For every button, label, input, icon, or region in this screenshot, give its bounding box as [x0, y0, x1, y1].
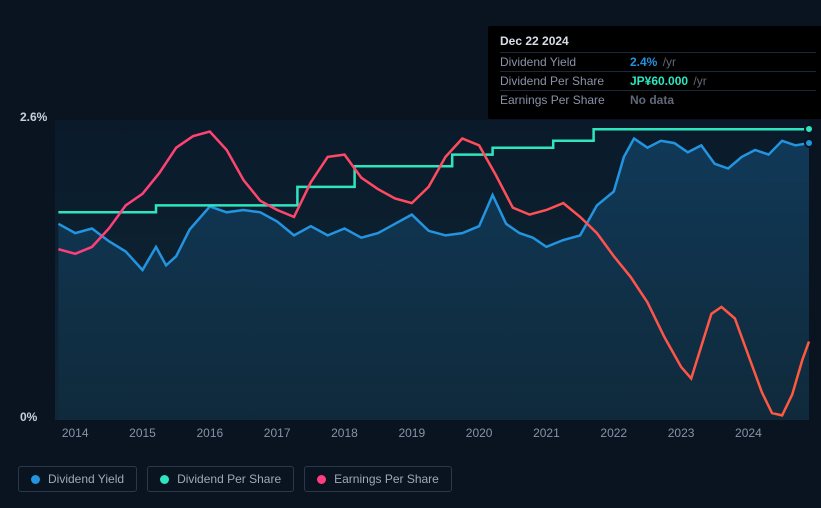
- y-tick-label: 2.6%: [20, 110, 47, 124]
- tooltip-row: Earnings Per ShareNo data: [500, 90, 816, 109]
- dividend-yield-area: [58, 139, 809, 421]
- chart-legend: Dividend Yield Dividend Per Share Earnings…: [18, 466, 452, 492]
- x-tick-label: 2014: [62, 426, 89, 440]
- x-tick-label: 2023: [668, 426, 695, 440]
- chart-container: 2.6% 0% 2014 2015 2016 2017 2018 2019 2020 2021 2…: [20, 10, 809, 440]
- chart-svg: [55, 120, 809, 420]
- tooltip-label: Dividend Yield: [500, 55, 630, 69]
- legend-item-dividend-yield[interactable]: Dividend Yield: [18, 466, 137, 492]
- tooltip-value: 2.4% /yr: [630, 55, 676, 69]
- legend-item-earnings-per-share[interactable]: Earnings Per Share: [304, 466, 452, 492]
- x-tick-label: 2021: [533, 426, 560, 440]
- x-tick-label: 2024: [735, 426, 762, 440]
- dividend-per-share-end-dot: [804, 124, 814, 134]
- legend-dot-icon: [160, 475, 169, 484]
- x-tick-label: 2015: [129, 426, 156, 440]
- x-tick-label: 2017: [264, 426, 291, 440]
- legend-label: Dividend Per Share: [177, 472, 281, 486]
- x-tick-label: 2019: [398, 426, 425, 440]
- dividend-yield-end-dot: [804, 138, 814, 148]
- tooltip-value: JP¥60.000 /yr: [630, 74, 707, 88]
- tooltip-value: No data: [630, 93, 674, 107]
- chart-tooltip: Dec 22 2024 Dividend Yield2.4% /yrDivide…: [488, 26, 821, 119]
- x-tick-label: 2020: [466, 426, 493, 440]
- legend-dot-icon: [31, 475, 40, 484]
- x-tick-label: 2022: [600, 426, 627, 440]
- tooltip-row: Dividend Per ShareJP¥60.000 /yr: [500, 71, 816, 90]
- x-tick-label: 2016: [196, 426, 223, 440]
- x-tick-label: 2018: [331, 426, 358, 440]
- legend-item-dividend-per-share[interactable]: Dividend Per Share: [147, 466, 294, 492]
- tooltip-label: Earnings Per Share: [500, 93, 630, 107]
- tooltip-date: Dec 22 2024: [500, 34, 816, 48]
- y-tick-label: 0%: [20, 410, 37, 424]
- tooltip-row: Dividend Yield2.4% /yr: [500, 52, 816, 71]
- legend-label: Earnings Per Share: [334, 472, 439, 486]
- legend-dot-icon: [317, 475, 326, 484]
- tooltip-label: Dividend Per Share: [500, 74, 630, 88]
- legend-label: Dividend Yield: [48, 472, 124, 486]
